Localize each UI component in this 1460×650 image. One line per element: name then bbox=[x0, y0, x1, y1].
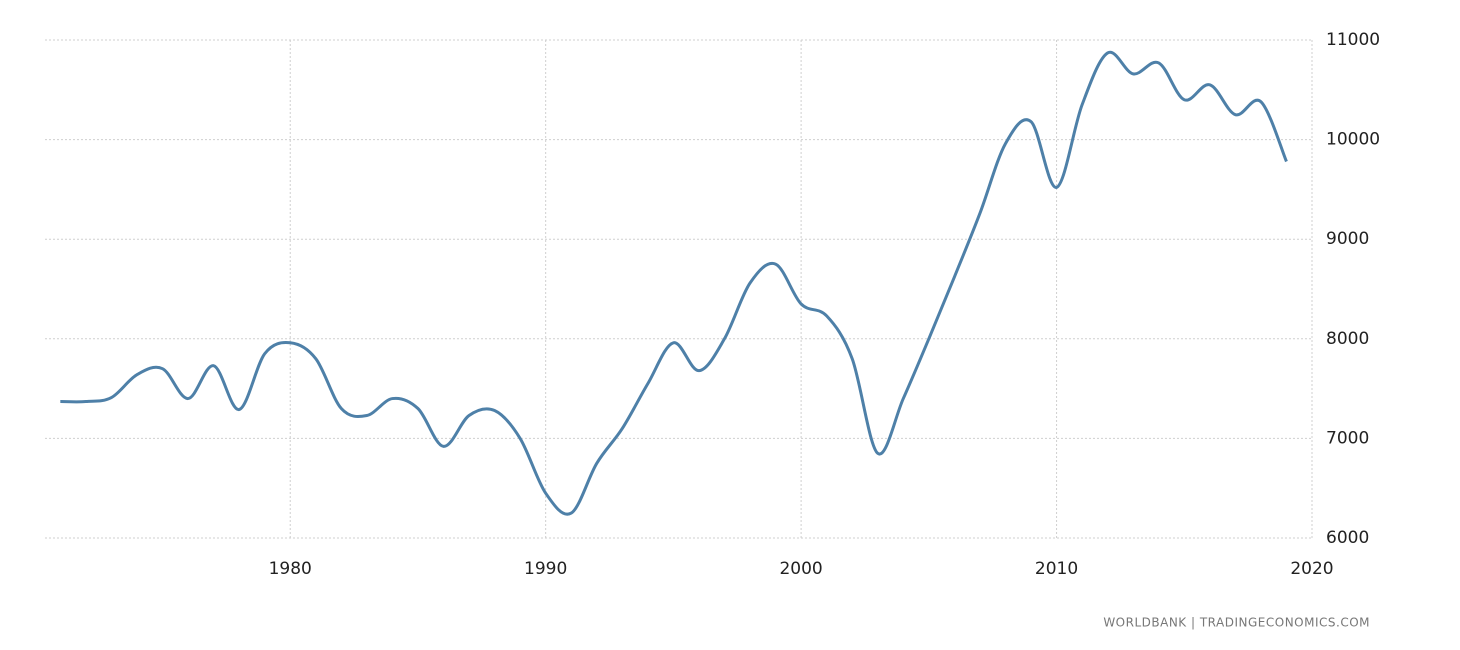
x-tick-label: 2020 bbox=[1290, 559, 1333, 579]
source: WORLDBANK | TRADINGECONOMICS.COM bbox=[1103, 616, 1370, 630]
x-tick-label: 2010 bbox=[1035, 559, 1078, 579]
data-line bbox=[60, 50, 1288, 516]
y-tick-label: 9000 bbox=[1326, 229, 1369, 249]
y-tick-label: 6000 bbox=[1326, 528, 1369, 548]
x-tick-label: 2000 bbox=[779, 559, 822, 579]
x-tick-label: 1990 bbox=[524, 559, 567, 579]
x-tick-label: 1980 bbox=[269, 559, 312, 579]
y-tick-label: 7000 bbox=[1326, 428, 1369, 448]
y-tick-label: 8000 bbox=[1326, 329, 1369, 349]
y-tick-label: 10000 bbox=[1326, 130, 1380, 150]
y-tick-label: 11000 bbox=[1326, 30, 1380, 50]
